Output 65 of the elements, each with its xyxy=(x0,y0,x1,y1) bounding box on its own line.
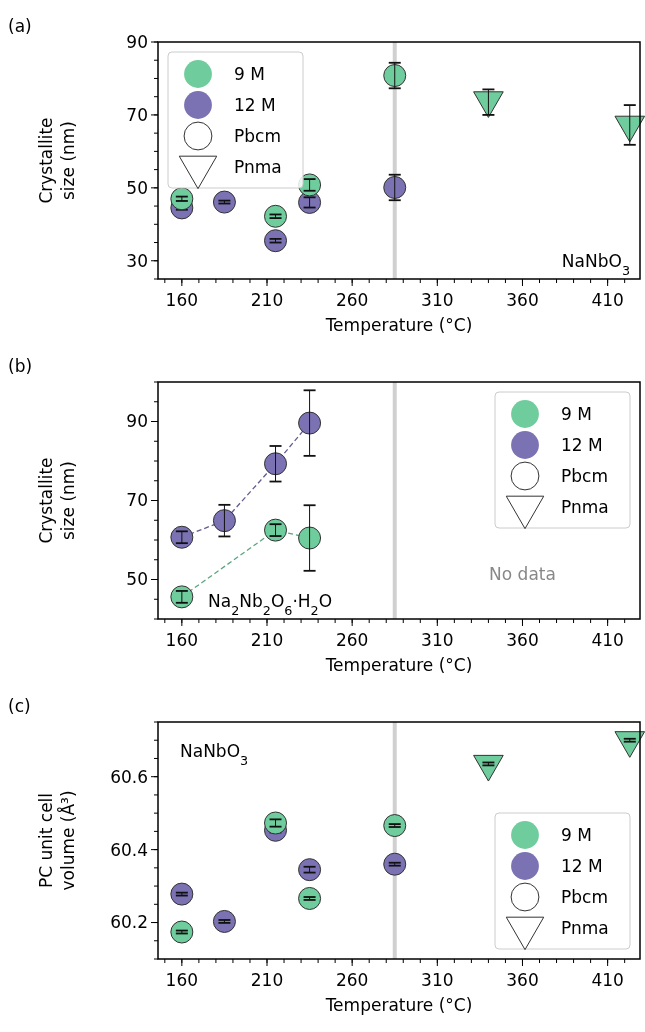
legend-label: Pbcm xyxy=(234,125,281,146)
text: Na$_{2}$Nb$_{2}$O$_{6}$·H$_{2}$O xyxy=(208,591,333,618)
y-tick-label: 50 xyxy=(126,569,148,590)
legend-label: 9 M xyxy=(234,63,265,84)
x-axis-title: Temperature (°C) xyxy=(324,315,473,335)
legend-label: 9 M xyxy=(561,403,592,424)
x-tick-label: 160 xyxy=(165,630,199,650)
point xyxy=(170,920,194,944)
point xyxy=(264,204,288,228)
y-axis-title: Crystallite size (nm) xyxy=(36,457,78,544)
y-tick-label: 90 xyxy=(126,411,148,432)
x-tick-label: 160 xyxy=(165,290,199,310)
text: (b) xyxy=(8,356,33,376)
point xyxy=(473,754,504,782)
legend-label: 9 M xyxy=(561,824,592,845)
point xyxy=(383,176,407,199)
y-tick-label: 70 xyxy=(126,490,148,511)
y-axis-title: PC unit cell volume (Å³) xyxy=(36,790,78,891)
y-tick-label: 60.6 xyxy=(110,766,148,787)
x-tick-label: 360 xyxy=(506,630,539,650)
text: (c) xyxy=(8,696,31,716)
point xyxy=(264,229,288,253)
x-tick-label: 360 xyxy=(506,290,539,310)
y-tick-label: 50 xyxy=(126,177,148,198)
x-tick-label: 260 xyxy=(335,630,369,650)
point xyxy=(383,64,407,88)
x-tick-label: 310 xyxy=(421,970,454,990)
legend-label: Pnma xyxy=(561,917,609,938)
y-tick-label: 60.4 xyxy=(110,839,148,860)
legend-label: Pnma xyxy=(561,496,609,517)
x-tick-label: 410 xyxy=(591,290,624,310)
x-tick-label: 360 xyxy=(506,970,539,990)
x-tick-label: 210 xyxy=(250,290,284,310)
point xyxy=(298,526,322,550)
x-tick-label: 210 xyxy=(250,630,284,650)
point xyxy=(264,452,288,476)
x-tick-label: 260 xyxy=(335,290,369,310)
annotation: No data xyxy=(489,563,556,584)
legend-label: 12 M xyxy=(234,94,276,115)
x-tick-label: 410 xyxy=(591,630,624,650)
point xyxy=(298,411,322,435)
x-axis-title: Temperature (°C) xyxy=(324,995,473,1015)
annotation: NaNbO$_{3}$ xyxy=(561,251,630,278)
point xyxy=(212,509,236,533)
y-axis-title: Crystallite size (nm) xyxy=(36,117,78,204)
x-tick-label: 310 xyxy=(421,290,454,310)
legend-label: Pbcm xyxy=(561,886,608,907)
y-tick-label: 70 xyxy=(126,104,148,125)
x-tick-label: 260 xyxy=(335,970,369,990)
x-tick-label: 410 xyxy=(591,970,624,990)
y-tick-label: 30 xyxy=(126,250,148,271)
point xyxy=(212,190,236,214)
x-tick-label: 310 xyxy=(421,630,454,650)
y-tick-label: 90 xyxy=(126,31,148,52)
text: (a) xyxy=(8,16,32,36)
annotation: NaNbO$_{3}$ xyxy=(180,741,249,768)
x-tick-label: 160 xyxy=(165,970,199,990)
legend-label: 12 M xyxy=(561,855,603,876)
y-tick-label: 60.2 xyxy=(110,912,148,933)
legend-label: 12 M xyxy=(561,434,603,455)
legend-label: Pnma xyxy=(234,156,282,177)
legend-label: Pbcm xyxy=(561,465,608,486)
x-tick-label: 210 xyxy=(250,970,284,990)
x-axis-title: Temperature (°C) xyxy=(324,655,473,675)
point xyxy=(170,882,194,906)
